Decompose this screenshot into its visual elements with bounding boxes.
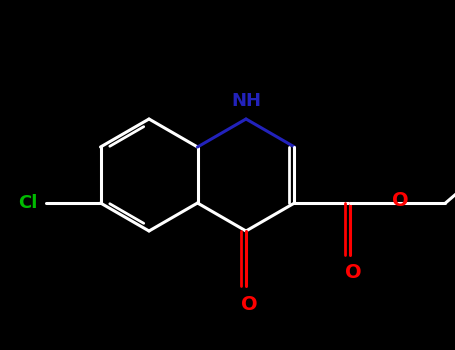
Text: O: O bbox=[392, 190, 409, 210]
Text: O: O bbox=[345, 264, 362, 282]
Text: O: O bbox=[241, 294, 258, 314]
Text: NH: NH bbox=[231, 92, 261, 110]
Text: Cl: Cl bbox=[18, 194, 37, 212]
